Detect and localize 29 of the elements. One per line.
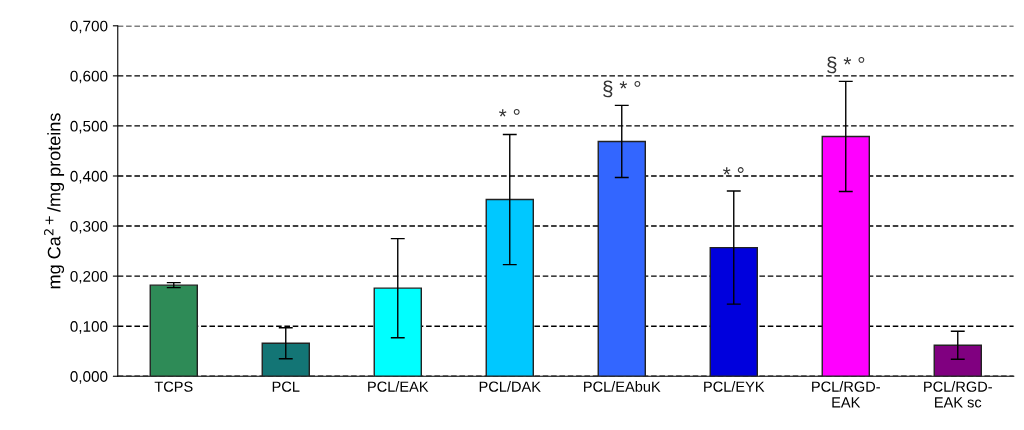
x-tick-label: PCL/RGD- EAK [812,381,880,408]
x-tick-label: TCPS [154,381,193,392]
annotation: * ° [722,167,744,175]
y-tick-label: 0,300 [70,220,108,234]
x-tick-label: PCL/EAK [368,381,429,392]
y-tick-label: 0,400 [70,170,108,184]
bar [821,135,870,377]
y-tick-label: 0,500 [70,120,108,134]
bar [261,342,310,377]
bar [149,284,198,377]
y-tick-label: 0,700 [70,20,108,34]
y-tick-label: 0,100 [70,321,108,334]
x-tick-label: PCL/DAK [479,381,541,392]
y-tick-label: 0,600 [70,70,108,84]
x-tick-label: PCL [272,381,300,392]
x-tick-label: PCL/RGD- EAK sc [924,381,992,408]
bar [709,246,758,377]
bar [373,287,422,377]
y-tick-label: 0,200 [70,270,108,284]
annotation: § * ° [603,80,641,98]
annotation: § * ° [827,56,865,74]
x-tick-label: PCL/EAbuK [584,381,661,392]
bar [597,140,646,377]
annotation: * ° [498,109,520,117]
bar [485,198,534,377]
bar [933,344,982,377]
y-axis-title: mg Ca$^{2+}$/mg proteins [44,113,65,289]
x-tick-label: PCL/EYK [704,381,765,392]
y-tick-label: 0,000 [70,371,108,384]
